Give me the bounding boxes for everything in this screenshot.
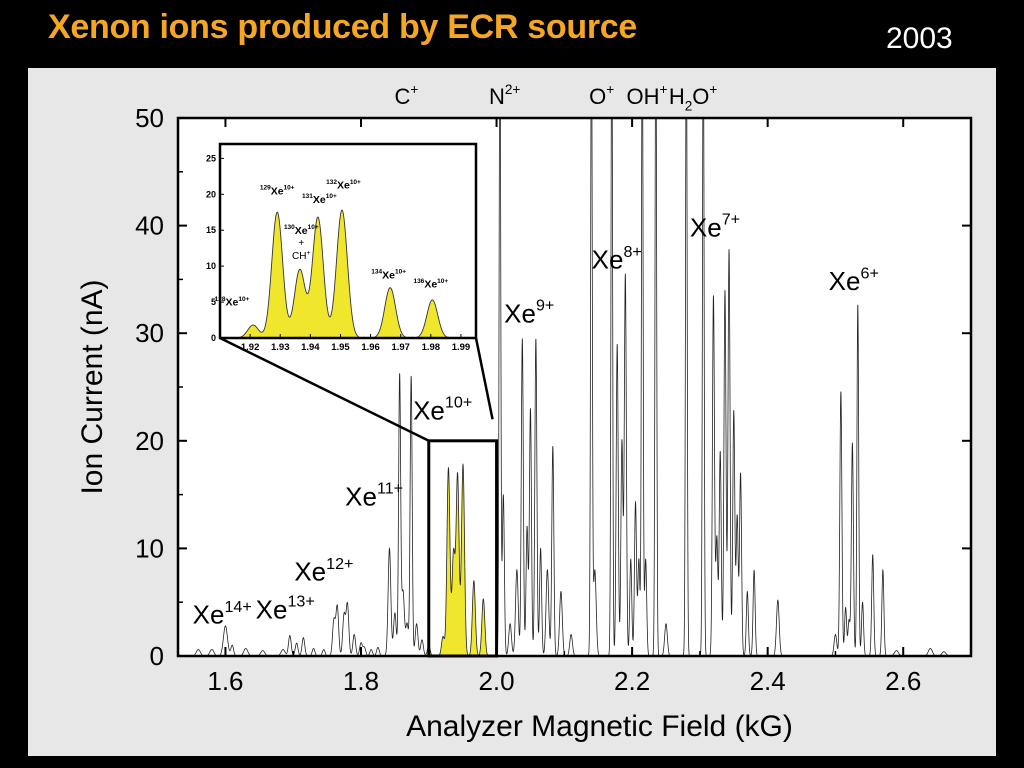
slide-title: Xenon ions produced by ECR source [48, 8, 637, 46]
isotope-label-129: 129Xe10+ [260, 185, 295, 198]
inset-x-tick-label: 1.93 [271, 342, 290, 353]
inset-y-tick-label: 5 [211, 297, 216, 307]
isotope-label-136: 136Xe10+ [413, 278, 448, 291]
y-tick-label: 50 [135, 103, 164, 133]
isotope-label-134: 134Xe10+ [371, 269, 406, 282]
inset-connector-left [219, 336, 430, 442]
peak-label-xe14: Xe14+ [193, 598, 252, 630]
plot-panel: 1.6 1.8 2.0 2.2 2.4 2.6 0 10 20 30 40 50 Analyzer Ma… [28, 68, 996, 756]
y-tick-label: 10 [135, 533, 164, 563]
isotope-label-131: 131Xe10+ [302, 193, 337, 206]
x-tick-label: 1.6 [207, 666, 243, 696]
year-label: 2003 [886, 22, 953, 55]
peak-label-xe8: Xe8+ [592, 243, 642, 275]
inset-frame [218, 142, 478, 340]
inset-x-tick-label: 1.98 [422, 342, 441, 353]
contaminant-label: OH+ [627, 82, 668, 109]
x-tick-label: 2.2 [614, 666, 650, 696]
isotope-label-130: 130Xe10+ [284, 224, 319, 237]
inset-y-tick-label: 20 [206, 189, 216, 199]
x-tick-label: 2.6 [885, 666, 921, 696]
y-tick-label: 40 [135, 211, 164, 241]
contaminant-label: C+ [394, 82, 418, 109]
isotope-label-128: 128Xe10+ [215, 296, 250, 309]
inset-x-tick-label: 1.95 [331, 342, 350, 353]
isotope-label-132: 132Xe10+ [326, 179, 361, 192]
inset-x-tick-label: 1.99 [452, 342, 471, 353]
inset-y-tick-label: 10 [206, 261, 216, 271]
peak-label-xe9: Xe9+ [504, 297, 554, 329]
y-axis-label: Ion Current (nA) [76, 279, 109, 494]
peak-label-xe11: Xe11+ [345, 480, 403, 512]
isotope-label-plus: + [298, 238, 304, 249]
inset-y-tick-label: 0 [211, 333, 216, 343]
x-tick-label: 2.0 [478, 666, 514, 696]
peak-label-xe10: Xe10+ [413, 394, 472, 426]
peak-label-xe12: Xe12+ [294, 555, 353, 587]
peak-label-xe13: Xe13+ [256, 593, 315, 625]
contaminant-label: N2+ [489, 82, 520, 109]
y-tick-label: 0 [150, 641, 164, 671]
contaminant-label: O+ [589, 82, 614, 109]
x-tick-label: 2.4 [750, 666, 786, 696]
peak-label-xe7: Xe7+ [690, 211, 740, 243]
contaminant-label: H2O+ [669, 82, 718, 114]
inset-x-tick-label: 1.97 [391, 342, 410, 353]
inset-x-tick-label: 1.92 [241, 342, 260, 353]
inset-connector-right [474, 337, 494, 420]
y-tick-label: 30 [135, 318, 164, 348]
x-axis-label: Analyzer Magnetic Field (kG) [406, 710, 793, 743]
y-tick-label: 20 [135, 426, 164, 456]
x-tick-label: 1.8 [343, 666, 379, 696]
isotope-label-ch: CH+ [292, 250, 311, 262]
peak-label-xe6: Xe6+ [829, 264, 879, 296]
xe10-fill [428, 464, 497, 656]
inset-line [220, 209, 476, 339]
inset-y-tick-label: 25 [206, 153, 216, 163]
inset-x-tick-label: 1.96 [361, 342, 380, 353]
inset-x-tick-label: 1.94 [301, 342, 320, 353]
inset-y-tick-label: 15 [206, 225, 216, 235]
